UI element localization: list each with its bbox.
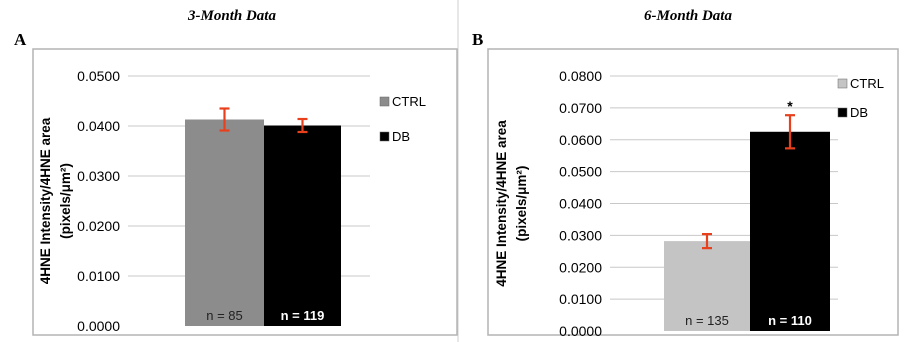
- significance-marker: *: [787, 98, 793, 114]
- y-tick-label: 0.0700: [559, 100, 602, 116]
- y-tick-label: 0.0100: [77, 268, 120, 284]
- bar-db: [750, 131, 830, 331]
- panel-title: 6-Month Data: [644, 8, 732, 24]
- chart-panel-b: 6-Month Data B 0.0000 0.0100 0.0200 0.0300 0.0…: [472, 8, 899, 339]
- panel-letter: A: [14, 30, 27, 49]
- n-label-ctrl: n = 85: [206, 308, 243, 323]
- bar-db: [264, 125, 341, 326]
- y-axis-unit-label: (pixels/μm²): [58, 163, 73, 239]
- bar-ctrl: [185, 119, 264, 326]
- legend-label-ctrl: CTRL: [850, 76, 884, 91]
- error-bar-ctrl: [702, 233, 712, 250]
- y-tick-label: 0.0000: [77, 318, 120, 334]
- y-tick-label: 0.0800: [559, 68, 602, 84]
- y-tick-label: 0.0200: [559, 259, 602, 275]
- plot-frame: [487, 48, 899, 336]
- legend-label-db: DB: [850, 105, 868, 120]
- bar-ctrl: [664, 241, 750, 331]
- legend-label-db: DB: [392, 129, 410, 144]
- error-bar-db: [297, 117, 308, 134]
- legend-swatch-ctrl: [837, 78, 848, 89]
- panel-letter: B: [472, 30, 483, 49]
- y-tick-label: 0.0000: [559, 323, 602, 339]
- y-axis-unit-label: (pixels/μm²): [514, 166, 529, 242]
- y-tick-label: 0.0300: [559, 227, 602, 243]
- n-label-ctrl: n = 135: [685, 313, 729, 328]
- error-bar-db: [785, 114, 795, 150]
- legend-swatch-db: [379, 131, 390, 142]
- y-tick-label: 0.0400: [77, 118, 120, 134]
- y-axis-label: 4HNE Intensity/4HNE area: [494, 120, 509, 287]
- legend-swatch-ctrl: [379, 96, 390, 107]
- error-bar-ctrl: [219, 107, 230, 132]
- y-tick-label: 0.0300: [77, 168, 120, 184]
- n-label-db: n = 110: [768, 313, 812, 328]
- y-tick-label: 0.0500: [77, 68, 120, 84]
- plot-frame: [32, 48, 458, 336]
- y-tick-label: 0.0400: [559, 196, 602, 212]
- n-label-db: n = 119: [281, 308, 325, 323]
- legend-label-ctrl: CTRL: [392, 94, 426, 109]
- panel-title: 3-Month Data: [187, 8, 276, 24]
- y-axis-label: 4HNE Intensity/4HNE area: [38, 117, 53, 284]
- y-tick-label: 0.0600: [559, 132, 602, 148]
- legend-swatch-db: [837, 107, 848, 118]
- y-tick-label: 0.0100: [559, 291, 602, 307]
- y-tick-label: 0.0200: [77, 218, 120, 234]
- y-tick-label: 0.0500: [559, 164, 602, 180]
- chart-panel-a: 3-Month Data A 0.0000 0.0100 0.0200 0.0300 0.0…: [14, 8, 458, 336]
